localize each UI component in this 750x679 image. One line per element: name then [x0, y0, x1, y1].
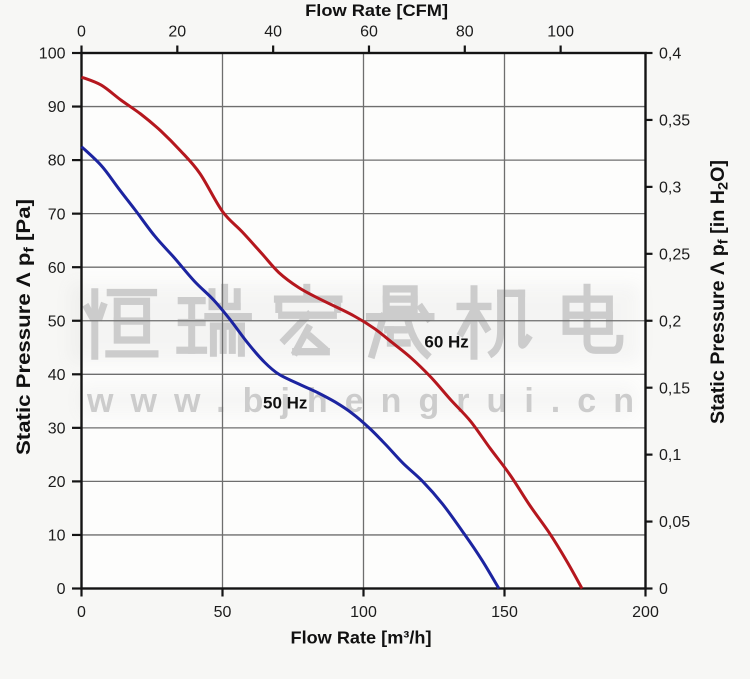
svg-text:0: 0	[77, 604, 86, 621]
svg-text:0,1: 0,1	[659, 447, 681, 464]
svg-text:50 Hz: 50 Hz	[263, 394, 307, 413]
svg-text:60 Hz: 60 Hz	[424, 333, 468, 352]
svg-text:0: 0	[77, 24, 86, 41]
svg-text:0,4: 0,4	[659, 46, 681, 63]
svg-text:150: 150	[491, 604, 518, 621]
svg-text:20: 20	[48, 474, 66, 491]
svg-text:100: 100	[547, 24, 574, 41]
svg-text:0,3: 0,3	[659, 179, 681, 196]
svg-text:0: 0	[659, 581, 668, 598]
svg-text:70: 70	[48, 206, 66, 223]
svg-text:0,05: 0,05	[659, 514, 690, 531]
svg-text:Static Pressure Λ pf [in H2O]: Static Pressure Λ pf [in H2O]	[708, 160, 731, 424]
svg-text:0,35: 0,35	[659, 113, 690, 130]
svg-text:30: 30	[48, 420, 66, 437]
svg-text:50: 50	[214, 604, 232, 621]
svg-text:90: 90	[48, 99, 66, 116]
svg-text:80: 80	[456, 24, 474, 41]
svg-text:Flow Rate [CFM]: Flow Rate [CFM]	[305, 1, 448, 20]
svg-text:50: 50	[48, 313, 66, 330]
svg-text:40: 40	[264, 24, 282, 41]
svg-text:40: 40	[48, 367, 66, 384]
svg-text:100: 100	[350, 604, 377, 621]
svg-text:0,25: 0,25	[659, 246, 690, 263]
svg-text:0,2: 0,2	[659, 313, 681, 330]
svg-text:100: 100	[39, 46, 66, 63]
svg-text:10: 10	[48, 528, 66, 545]
svg-text:Static Pressure Λ pf [Pa]: Static Pressure Λ pf [Pa]	[14, 199, 37, 455]
svg-text:60: 60	[48, 260, 66, 277]
svg-text:60: 60	[360, 24, 378, 41]
svg-text:0: 0	[57, 581, 66, 598]
svg-text:Flow Rate [m³/h]: Flow Rate [m³/h]	[291, 628, 432, 648]
svg-text:20: 20	[168, 24, 186, 41]
svg-text:0,15: 0,15	[659, 380, 690, 397]
svg-text:200: 200	[632, 604, 659, 621]
svg-text:80: 80	[48, 153, 66, 170]
